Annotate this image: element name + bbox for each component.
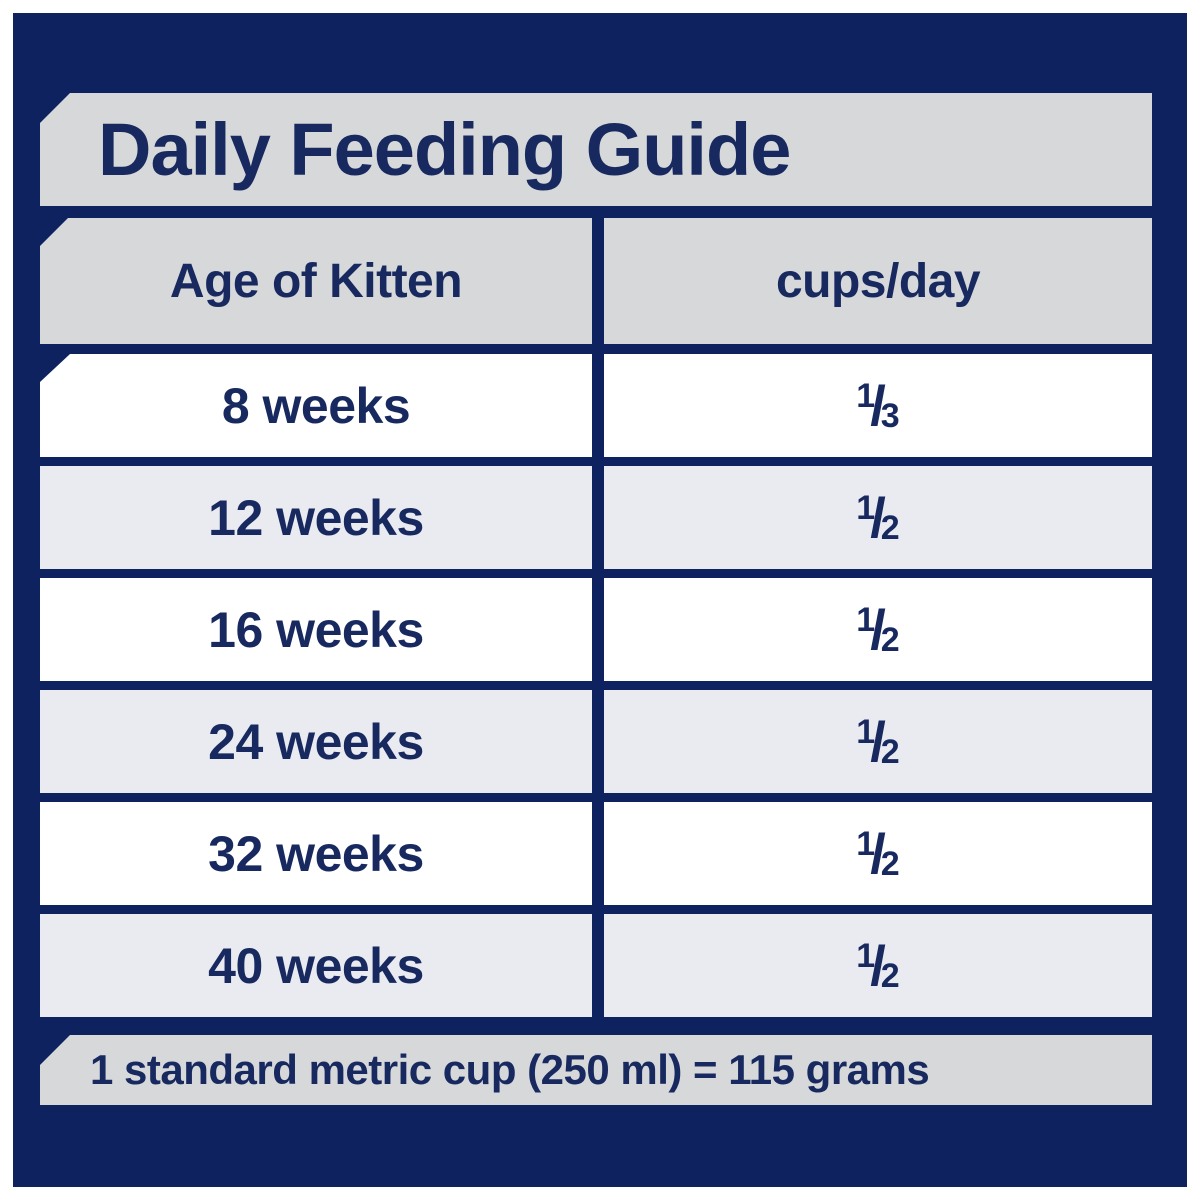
row-age-label: 32 weeks [208, 825, 424, 882]
column-header-cups-label: cups/day [775, 254, 981, 308]
row-age-cell: 8 weeks [40, 354, 592, 457]
fraction-slash: / [870, 933, 886, 997]
fraction-numerator: 1 [856, 600, 876, 639]
footer-note-bar: 1 standard metric cup (250 ml) = 115 gra… [40, 1035, 1152, 1105]
fraction-slash: / [870, 709, 886, 773]
table-row: 16 weeks 1 / 2 [40, 578, 1152, 681]
row-cups-cell: 1 / 2 [604, 690, 1152, 793]
fraction-numerator: 1 [856, 824, 876, 863]
row-cups-value: 1 / 2 [856, 597, 900, 661]
row-cups-value: 1 / 2 [856, 709, 900, 773]
fraction-denominator: 3 [880, 396, 900, 435]
fraction-numerator: 1 [856, 488, 876, 527]
footer-note: 1 standard metric cup (250 ml) = 115 gra… [90, 1046, 930, 1093]
row-age-label: 8 weeks [221, 377, 411, 434]
row-age-cell: 40 weeks [40, 914, 592, 1017]
row-cups-cell: 1 / 2 [604, 466, 1152, 569]
row-age-label: 16 weeks [208, 601, 424, 658]
fraction-slash: / [870, 821, 886, 885]
column-header-age-label: Age of Kitten [169, 254, 463, 308]
row-cups-value: 1 / 2 [856, 933, 900, 997]
row-age-label: 40 weeks [208, 937, 424, 994]
row-age-label: 12 weeks [208, 489, 424, 546]
page-title: Daily Feeding Guide [98, 107, 791, 191]
row-age-label: 24 weeks [208, 713, 424, 770]
table-row: 40 weeks 1 / 2 [40, 914, 1152, 1017]
row-cups-cell: 1 / 3 [604, 354, 1152, 457]
fraction-slash: / [870, 373, 886, 437]
row-cups-cell: 1 / 2 [604, 578, 1152, 681]
table-row: 12 weeks 1 / 2 [40, 466, 1152, 569]
table-row: 8 weeks 1 / 3 [40, 354, 1152, 457]
table-row: 32 weeks 1 / 2 [40, 802, 1152, 905]
fraction-numerator: 1 [856, 936, 876, 975]
fraction-denominator: 2 [880, 508, 900, 547]
feeding-guide-panel: Daily Feeding Guide Age of Kitten cups/d… [13, 13, 1187, 1187]
row-cups-value: 1 / 3 [856, 373, 900, 437]
fraction-numerator: 1 [856, 376, 876, 415]
title-bar: Daily Feeding Guide [40, 93, 1152, 206]
fraction-numerator: 1 [856, 712, 876, 751]
fraction-denominator: 2 [880, 620, 900, 659]
table-row: 24 weeks 1 / 2 [40, 690, 1152, 793]
column-header-age: Age of Kitten [40, 218, 592, 344]
column-header-cups: cups/day [604, 218, 1152, 344]
table-header-row: Age of Kitten cups/day [40, 218, 1152, 344]
row-age-cell: 24 weeks [40, 690, 592, 793]
fraction-denominator: 2 [880, 844, 900, 883]
row-age-cell: 16 weeks [40, 578, 592, 681]
row-age-cell: 12 weeks [40, 466, 592, 569]
fraction-slash: / [870, 485, 886, 549]
row-cups-value: 1 / 2 [856, 821, 900, 885]
fraction-denominator: 2 [880, 956, 900, 995]
row-age-cell: 32 weeks [40, 802, 592, 905]
fraction-slash: / [870, 597, 886, 661]
row-cups-cell: 1 / 2 [604, 914, 1152, 1017]
row-cups-cell: 1 / 2 [604, 802, 1152, 905]
table-rows: 8 weeks 1 / 3 12 weeks 1 / 2 16 weeks [40, 354, 1152, 1017]
row-cups-value: 1 / 2 [856, 485, 900, 549]
fraction-denominator: 2 [880, 732, 900, 771]
